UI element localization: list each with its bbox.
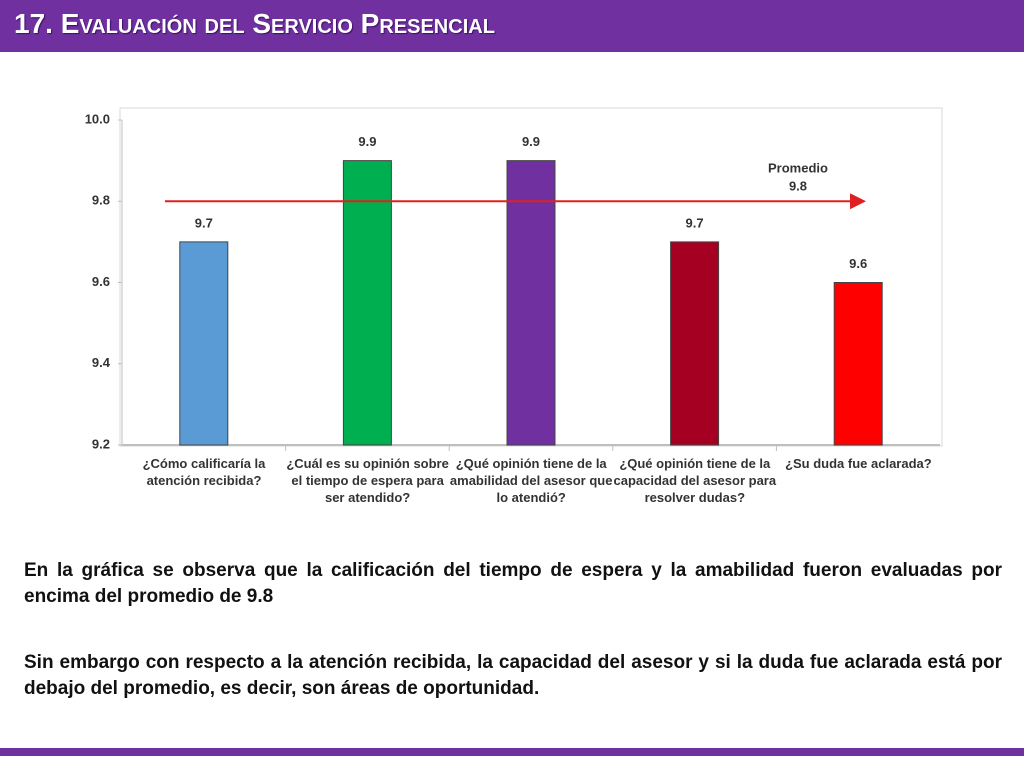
x-tick-label: ¿Su duda fue aclarada? <box>785 456 932 471</box>
average-value: 9.8 <box>789 179 807 194</box>
y-tick-label: 9.8 <box>92 193 110 208</box>
x-tick-label: ¿Cómo calificaría la atención recibida? <box>142 456 266 488</box>
paragraph: En la gráfica se observa que la califica… <box>24 560 1002 607</box>
x-tick-label: ¿Qué opinión tiene de la amabilidad del … <box>449 456 613 505</box>
x-tick-label: ¿Qué opinión tiene de la capacidad del a… <box>613 456 777 505</box>
value-label: 9.7 <box>195 215 213 230</box>
chart: 9.2 9.4 9.6 9.8 10.0 9.7 9.9 9.9 9.7 9.6 Promedio 9… <box>85 107 943 451</box>
bar <box>179 241 229 446</box>
value-label: 9.7 <box>686 215 704 230</box>
y-tick-label: 9.4 <box>92 355 111 370</box>
value-label: 9.9 <box>522 134 540 149</box>
bar <box>506 160 556 446</box>
bar <box>342 160 392 446</box>
bar <box>670 241 720 446</box>
value-label: 9.9 <box>358 134 376 149</box>
average-label: Promedio <box>768 161 828 176</box>
y-tick-label: 9.6 <box>92 274 110 289</box>
x-tick-label: ¿Cuál es su opinión sobre el tiempo de e… <box>286 456 449 505</box>
bar <box>833 282 883 446</box>
paragraph: Sin embargo con respecto a la atención r… <box>24 652 1002 699</box>
y-tick-label: 10.0 <box>85 111 110 126</box>
slide-title: 17. Evaluación del Servicio Presencial <box>14 8 495 39</box>
footer-band <box>0 748 1024 756</box>
y-tick-label: 9.2 <box>92 436 110 451</box>
header-band <box>0 0 1024 52</box>
value-label: 9.6 <box>849 256 867 271</box>
